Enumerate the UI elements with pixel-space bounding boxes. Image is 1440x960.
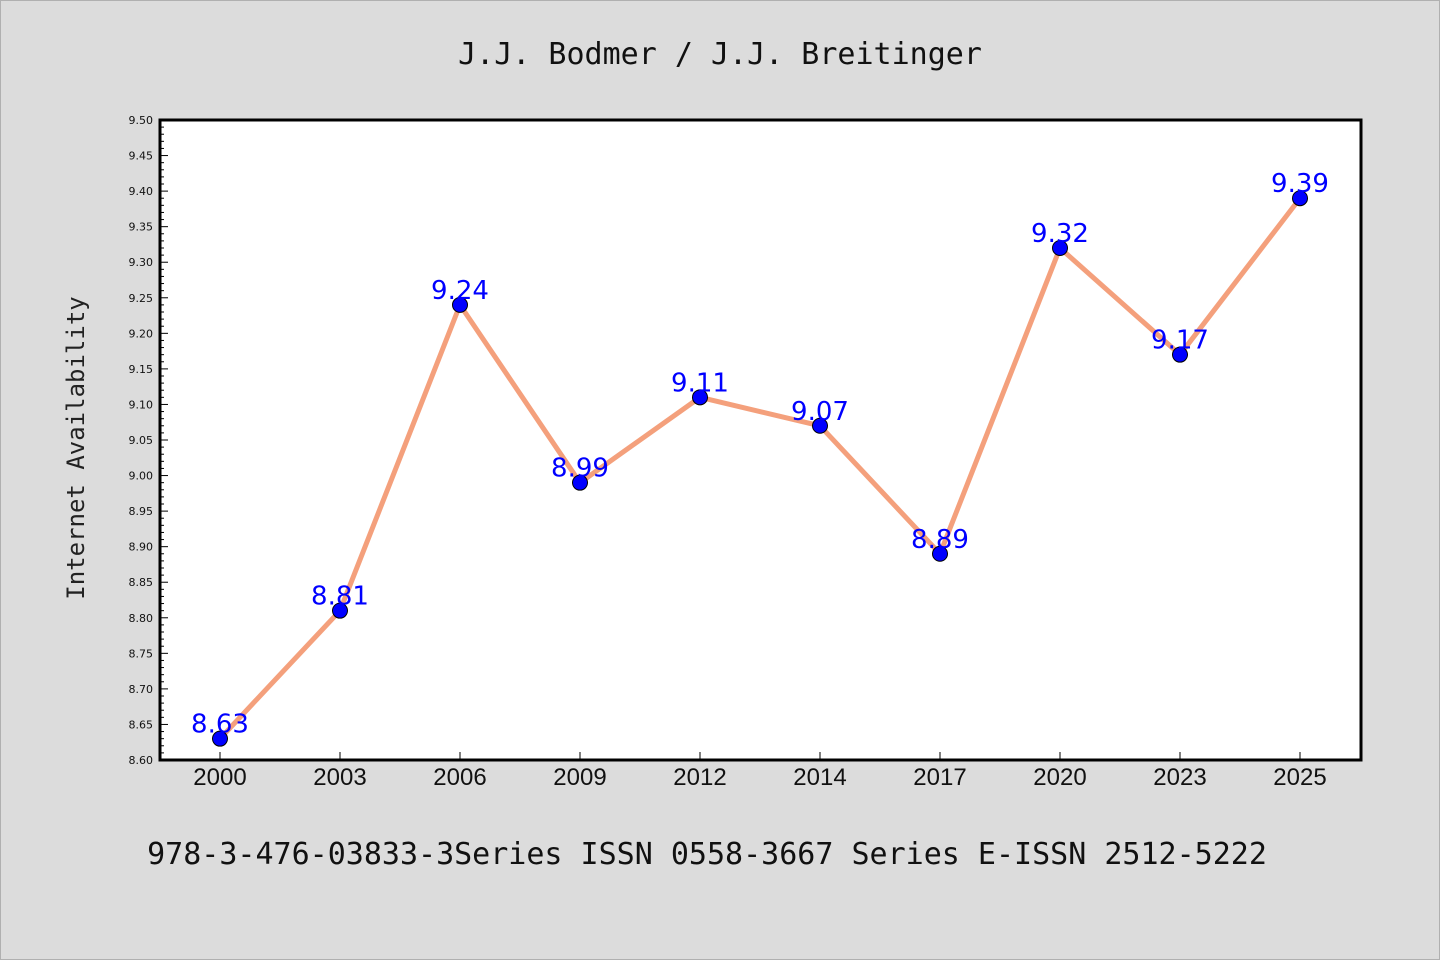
data-label: 9.24 xyxy=(431,276,489,306)
y-tick-label: 9.35 xyxy=(129,221,154,234)
x-tick-label: 2025 xyxy=(1273,764,1326,791)
data-point xyxy=(1172,346,1188,363)
data-label: 8.89 xyxy=(911,525,969,555)
y-tick-label: 8.65 xyxy=(129,718,154,731)
footer-isbn-text: 978-3-476-03833-3Series ISSN 0558-3667 S… xyxy=(147,837,1267,872)
data-label: 9.11 xyxy=(671,368,729,398)
x-tick-label: 2012 xyxy=(673,764,726,791)
data-point xyxy=(332,602,348,619)
y-tick-label: 9.45 xyxy=(129,150,154,163)
x-tick-label: 2014 xyxy=(793,764,846,791)
data-point xyxy=(1292,190,1308,207)
data-point xyxy=(692,389,708,406)
y-tick-label: 8.85 xyxy=(129,576,154,589)
y-tick-label: 9.50 xyxy=(129,114,154,127)
y-tick-label: 9.30 xyxy=(129,256,154,269)
y-tick-label: 8.90 xyxy=(129,541,154,554)
y-axis: 8.60 8.65 8.70 8.75 8.80 8.85 8.90 8.95 9.00 9.05… xyxy=(129,114,168,767)
x-tick-label: 2023 xyxy=(1153,764,1206,791)
data-label: 8.63 xyxy=(191,710,249,740)
data-label: 9.39 xyxy=(1271,169,1329,199)
y-tick-label: 9.25 xyxy=(129,292,154,305)
data-point xyxy=(812,417,828,434)
x-axis: 2000 2003 2006 2009 2012 2014 2017 2020 2023 2025 xyxy=(193,752,1327,791)
series-group xyxy=(212,190,1308,747)
data-point xyxy=(932,545,948,562)
chart-title: J.J. Bodmer / J.J. Breitinger xyxy=(458,37,982,72)
data-label: 9.07 xyxy=(791,397,849,427)
data-label: 9.17 xyxy=(1151,326,1209,356)
y-tick-label: 9.15 xyxy=(129,363,154,376)
data-label: 9.32 xyxy=(1031,219,1089,249)
x-tick-label: 2009 xyxy=(553,764,606,791)
y-tick-label: 8.80 xyxy=(129,612,154,625)
data-labels-group: 8.63 8.81 9.24 8.99 9.11 9.07 8.89 9.32 9.17 9.39 xyxy=(191,169,1329,739)
x-tick-label: 2020 xyxy=(1033,764,1086,791)
data-point xyxy=(212,730,228,747)
series-line xyxy=(218,196,1302,741)
y-tick-label: 8.70 xyxy=(129,683,154,696)
x-tick-label: 2017 xyxy=(913,764,966,791)
y-tick-label: 9.05 xyxy=(129,434,154,447)
y-tick-label: 9.20 xyxy=(129,327,154,340)
y-tick-label: 9.10 xyxy=(129,398,154,411)
data-label: 8.81 xyxy=(311,582,369,612)
data-point xyxy=(452,296,468,313)
y-tick-label: 9.40 xyxy=(129,185,154,198)
y-tick-label: 8.60 xyxy=(129,754,154,767)
y-axis-label: Internet Availability xyxy=(62,296,90,599)
y-tick-label: 8.95 xyxy=(129,505,154,518)
data-point xyxy=(572,474,588,491)
plot-area xyxy=(158,118,1363,762)
data-label: 8.99 xyxy=(551,454,609,484)
x-tick-label: 2000 xyxy=(193,764,246,791)
y-tick-label: 9.00 xyxy=(129,470,154,483)
y-tick-label: 8.75 xyxy=(129,647,154,660)
x-tick-label: 2003 xyxy=(313,764,366,791)
x-tick-label: 2006 xyxy=(433,764,486,791)
data-point xyxy=(1052,240,1068,256)
